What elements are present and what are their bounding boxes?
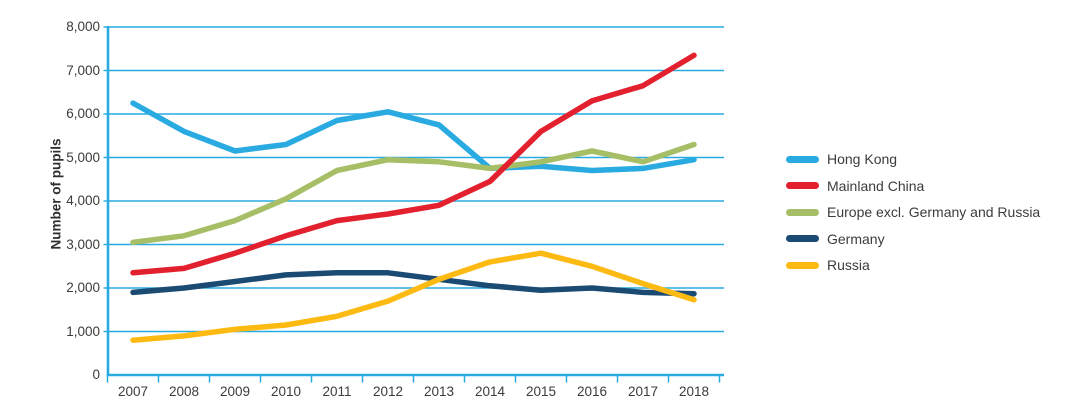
y-tick-label: 2,000 — [66, 280, 100, 295]
x-tick-label: 2018 — [678, 384, 710, 399]
x-tick-label: 2008 — [168, 384, 200, 399]
y-tick-label: 8,000 — [66, 19, 100, 34]
legend-item-europe-excl-germany-and-russia: Europe excl. Germany and Russia — [786, 202, 1040, 222]
y-tick-label: 6,000 — [66, 106, 100, 121]
y-tick-label: 0 — [92, 367, 100, 382]
series-line-germany — [130, 270, 697, 297]
x-tick-label: 2007 — [117, 384, 149, 399]
x-tick-label: 2017 — [627, 384, 659, 399]
series-line-hong-kong — [130, 100, 697, 174]
x-tick-label: 2012 — [372, 384, 404, 399]
legend-item-hong-kong: Hong Kong — [786, 149, 897, 169]
y-tick-label: 4,000 — [66, 193, 100, 208]
legend-swatch — [786, 208, 819, 216]
y-tick-label: 3,000 — [66, 236, 100, 252]
x-tick-label: 2014 — [474, 384, 506, 399]
legend-item-germany: Germany — [786, 229, 885, 249]
y-tick-label: 1,000 — [66, 323, 100, 339]
legend-swatch — [786, 155, 819, 163]
legend-label: Hong Kong — [827, 151, 898, 167]
legend-label: Russia — [827, 257, 870, 274]
legend-item-russia: Russia — [786, 255, 870, 275]
x-tick-label: 2009 — [219, 384, 251, 399]
legend-label: Europe excl. Germany and Russia — [827, 204, 1041, 221]
legend-swatch — [786, 182, 819, 190]
x-tick-label: 2011 — [322, 384, 352, 399]
series-line-mainland-china — [130, 52, 697, 276]
legend-swatch — [786, 261, 819, 269]
y-tick-label: 7,000 — [66, 62, 100, 78]
x-tick-label: 2015 — [525, 384, 557, 399]
legend-item-mainland-china: Mainland China — [786, 176, 924, 196]
legend-label: Mainland China — [827, 177, 925, 194]
legend-label: Germany — [827, 230, 885, 247]
legend-swatch — [786, 235, 819, 243]
x-tick-label: 2013 — [423, 384, 455, 399]
series-line-europe-excl-germany-and-russia — [130, 141, 697, 246]
y-tick-label: 5,000 — [66, 149, 100, 165]
series-line-russia — [130, 250, 697, 343]
x-tick-label: 2010 — [270, 384, 302, 399]
x-tick-label: 2016 — [576, 384, 608, 399]
